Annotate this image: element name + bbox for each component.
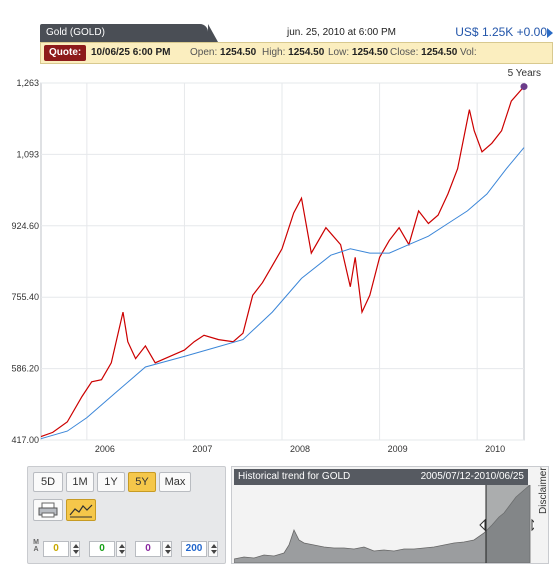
x-tick-label: 2009 [388,444,408,454]
quote-open: Open: 1254.50 [190,47,257,58]
handle-right-icon[interactable] [531,518,534,532]
quote-volume: Vol: [460,47,477,58]
symbol-tab[interactable]: Gold (GOLD) [40,24,218,42]
y-tick-label: 1,263 [16,78,39,88]
last-price-marker[interactable] [520,83,528,91]
historical-sparkline[interactable] [234,485,534,563]
range-label: 5 Years [507,68,541,79]
quote-close: Close: 1254.50 [390,47,458,58]
y-tick-label: 924.60 [11,221,39,231]
x-tick-label: 2007 [192,444,212,454]
ma3-stepper[interactable] [162,541,172,557]
range-1m-button[interactable]: 1M [66,472,94,492]
chart-canvas: 1,263 1,093 924.60 755.40 586.20 417.00 2006 2… [11,78,528,454]
historical-trend-panel: Historical trend for GOLD 2005/07/12-201… [231,466,549,564]
timestamp: jun. 25, 2010 at 6:00 PM [287,27,396,38]
historical-title-bar: Historical trend for GOLD 2005/07/12-201… [234,469,528,485]
quote-high: High: 1254.50 [262,47,325,58]
ma2-stepper[interactable] [116,541,126,557]
y-tick-label: 586.20 [11,364,39,374]
range-1y-button[interactable]: 1Y [97,472,125,492]
ma4-input[interactable]: 200 [181,541,207,557]
moving-average-line [40,147,525,440]
ma1-input[interactable]: 0 [43,541,69,557]
y-tick-label: 755.40 [11,292,39,302]
moving-average-toggle[interactable] [66,499,96,521]
historical-title: Historical trend for GOLD [238,471,351,482]
ma3-input[interactable]: 0 [135,541,161,557]
x-tick-label: 2006 [95,444,115,454]
historical-range: 2005/07/12-2010/06/25 [420,471,524,482]
quote-label: Quote: [44,45,87,61]
ma1-stepper[interactable] [70,541,80,557]
y-tick-label: 1,093 [16,149,39,159]
chart-header: Gold (GOLD) jun. 25, 2010 at 6:00 PM US$… [40,24,553,42]
chart-line-icon [69,504,93,518]
range-5y-button[interactable]: 5Y [128,472,156,492]
price-series-line [40,86,525,438]
ma4-stepper[interactable] [208,541,218,557]
price-quote[interactable]: US$ 1.25K +0.00 [455,25,547,39]
x-tick-label: 2008 [290,444,310,454]
range-max-button[interactable]: Max [159,472,191,492]
x-tick-label: 2010 [485,444,505,454]
ma2-input[interactable]: 0 [89,541,115,557]
disclaimer-link[interactable]: Disclaimer [538,467,549,514]
quote-low: Low: 1254.50 [328,47,389,58]
quote-date: 10/06/25 6:00 PM [91,47,171,58]
expand-arrow-icon[interactable] [547,28,553,38]
y-tick-label: 417.00 [11,435,39,445]
handle-left-icon[interactable] [479,518,486,532]
range-5d-button[interactable]: 5D [33,472,63,492]
quote-bar: Quote: 10/06/25 6:00 PM Open: 1254.50 Hi… [40,42,553,64]
printer-icon [38,502,58,518]
print-button[interactable] [33,499,63,521]
price-chart: 1,263 1,093 924.60 755.40 586.20 417.00 2006 2… [0,64,555,456]
